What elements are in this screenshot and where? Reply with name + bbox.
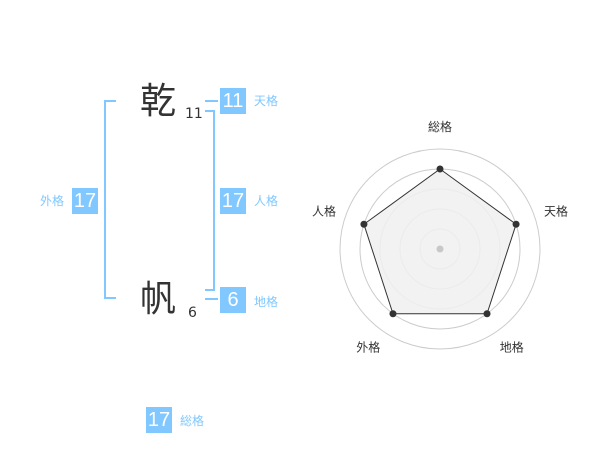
jinkaku-bracket-top xyxy=(205,110,215,112)
radar-axis-label: 総格 xyxy=(428,119,452,134)
chikaku-label: 地格 xyxy=(254,295,279,309)
radar-point-2 xyxy=(483,310,491,318)
chikaku-value: 6 xyxy=(220,287,246,313)
radar-axis-label: 外格 xyxy=(356,340,380,355)
gaikaku-bracket-top xyxy=(104,100,116,102)
name-char-2-strokes: 6 xyxy=(188,305,197,321)
radar-point-3 xyxy=(389,310,397,318)
jinkaku-value: 17 xyxy=(220,188,246,214)
tenkaku-value: 11 xyxy=(220,88,246,114)
radar-point-0 xyxy=(436,165,444,173)
name-char-1-strokes: 11 xyxy=(185,106,203,122)
radar-point-1 xyxy=(512,220,520,228)
tenkaku-connector xyxy=(205,100,218,102)
gaikaku-bracket-bottom xyxy=(104,297,116,299)
tenkaku-label: 天格 xyxy=(254,94,279,108)
radar-axis-label: 地格 xyxy=(500,340,524,355)
gaikaku-value: 17 xyxy=(72,188,98,214)
radar-polygon xyxy=(363,168,517,315)
soukaku-value: 17 xyxy=(146,407,172,433)
radar-axis-label: 人格 xyxy=(312,203,336,218)
radar-axis-label: 天格 xyxy=(544,203,568,218)
name-char-1: 乾 xyxy=(140,81,177,122)
gaikaku-label: 外格 xyxy=(40,194,65,208)
jinkaku-label: 人格 xyxy=(254,194,279,208)
name-char-2: 帆 xyxy=(140,279,177,320)
gaikaku-bracket xyxy=(104,100,106,299)
radar-point-4 xyxy=(360,220,368,228)
chikaku-connector xyxy=(205,298,218,300)
radar-center xyxy=(436,245,444,253)
jinkaku-bracket-bottom xyxy=(205,289,215,291)
soukaku-label: 総格 xyxy=(180,414,205,428)
jinkaku-bracket xyxy=(213,110,215,291)
